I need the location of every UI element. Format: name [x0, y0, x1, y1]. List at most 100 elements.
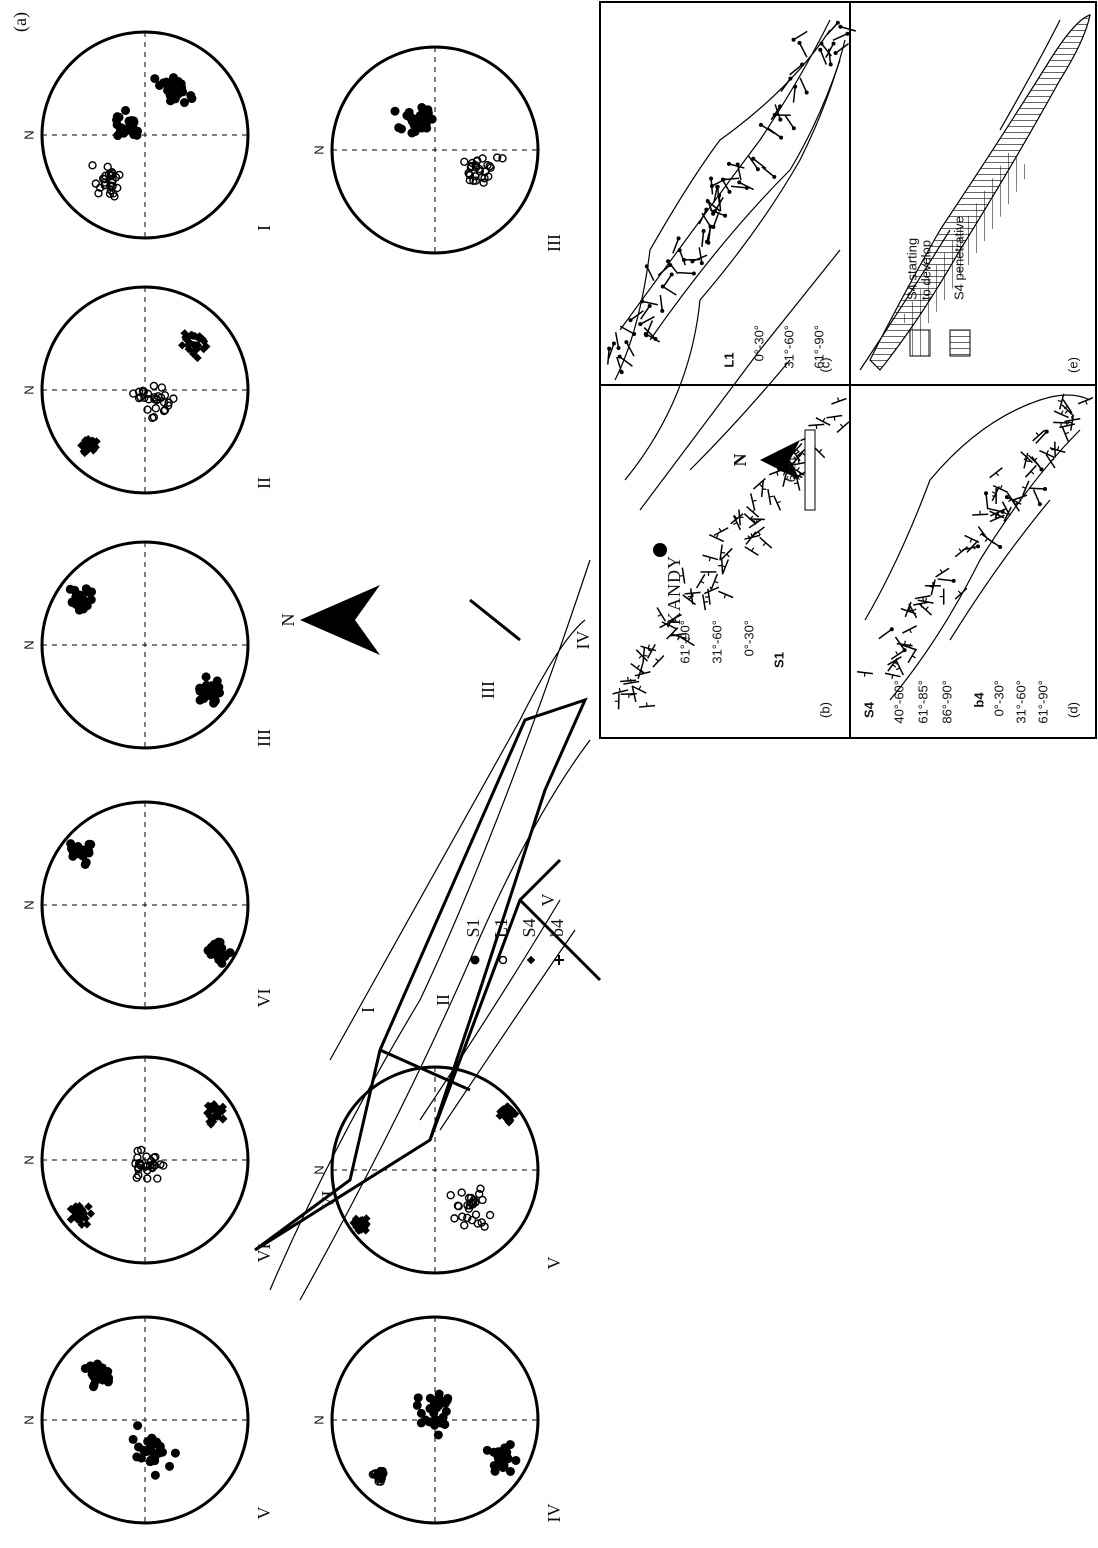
pole-point	[133, 1421, 142, 1430]
pole-point	[215, 952, 224, 961]
dip-tick	[753, 509, 756, 512]
lineation-arrow	[647, 266, 654, 280]
dip-tick	[777, 472, 778, 476]
dip-tick	[926, 598, 927, 602]
domain-label: IV	[573, 631, 593, 650]
arrow-head	[778, 118, 782, 122]
panel-label: (b)	[817, 702, 832, 718]
north-label: N	[278, 614, 298, 627]
lineation-arrow	[800, 43, 807, 57]
foliation-symbol	[993, 486, 1008, 493]
dip-tick	[1061, 411, 1063, 415]
dip-tick	[637, 665, 639, 668]
arrow-head	[1039, 467, 1043, 471]
legend-title: b4	[971, 692, 986, 708]
stereonet-north: N	[21, 1415, 36, 1424]
lineation-arrow	[663, 287, 677, 295]
legend-label: 86°-90°	[939, 680, 954, 724]
legend-label: S4 starting	[904, 238, 919, 300]
legend-label: S4 penetrative	[951, 216, 966, 300]
stereonet-label: VI	[254, 989, 274, 1008]
foliation-symbol	[718, 591, 733, 597]
pole-point	[414, 1393, 423, 1402]
arrow-head	[670, 272, 674, 276]
pole-point	[113, 131, 122, 140]
panel-label: (c)	[817, 357, 832, 372]
arrow-head	[832, 42, 836, 46]
foliation-symbol	[990, 468, 1003, 478]
lineation-arrow	[1033, 489, 1039, 504]
fold-axis-point	[83, 1220, 91, 1228]
lineation-point	[92, 180, 99, 187]
arrow-head	[607, 347, 611, 351]
stereonet-north: N	[21, 1155, 36, 1164]
pole-point	[171, 1449, 180, 1458]
dip-tick	[802, 452, 805, 455]
dip-tick	[912, 656, 915, 658]
dip-tick	[970, 539, 972, 543]
dip-tick	[1058, 401, 1062, 402]
pole-point	[173, 87, 182, 96]
pole-point	[129, 1435, 138, 1444]
arrow-head	[677, 236, 681, 240]
arrow-head	[624, 340, 628, 344]
lineation-arrow	[800, 78, 807, 93]
legend-title: L1	[721, 352, 736, 367]
dip-tick	[704, 602, 708, 603]
arrow-head	[678, 248, 682, 252]
pole-point	[151, 1471, 160, 1480]
arrow-head	[890, 627, 894, 631]
legend-label: L1	[491, 918, 511, 938]
arrow-head	[644, 333, 648, 337]
pole-point	[195, 687, 204, 696]
dip-tick	[758, 532, 760, 535]
dip-tick	[1072, 416, 1073, 420]
lineation-point	[158, 384, 165, 391]
lineation-arrow	[1029, 488, 1045, 489]
arrow-head	[700, 261, 704, 265]
lineation-arrow	[793, 87, 795, 103]
pole-point	[434, 1430, 443, 1439]
lineation-point	[461, 158, 468, 165]
stereonet-north: N	[21, 640, 36, 649]
legend-symbol	[500, 957, 507, 964]
dip-tick	[838, 398, 839, 402]
legend-label: 31°-60°	[781, 325, 796, 369]
pole-point	[397, 124, 406, 133]
dip-tick	[823, 418, 825, 422]
arrow-head	[759, 123, 763, 127]
dip-tick	[1004, 512, 1008, 514]
pole-point	[174, 77, 183, 86]
stereonet-label: II	[254, 477, 274, 489]
arrow-head	[727, 162, 731, 166]
arrow-head	[709, 176, 713, 180]
lineation-arrow	[986, 493, 988, 509]
arrow-head	[1005, 495, 1009, 499]
lineation-point	[451, 1215, 458, 1222]
stereonet-north: N	[311, 1415, 326, 1424]
legend-label: S4	[519, 918, 539, 937]
dip-tick	[705, 597, 709, 598]
pole-point	[511, 1456, 520, 1465]
arrow-head	[702, 229, 706, 233]
lineation-arrow	[794, 31, 808, 39]
arrow-head	[903, 648, 907, 652]
arrow-head	[792, 38, 796, 42]
page: Structural maps and stereonets {"figure_…	[0, 0, 1098, 1548]
pole-point	[391, 107, 400, 116]
arrow-head	[618, 355, 622, 359]
lineation-arrow	[718, 187, 720, 203]
dip-tick	[733, 523, 737, 525]
pole-point	[166, 96, 175, 105]
lineation-arrow	[781, 79, 790, 92]
dip-tick	[1036, 433, 1039, 436]
dip-tick	[921, 604, 922, 608]
domain-boundary	[255, 700, 585, 1250]
dip-tick	[992, 492, 996, 494]
dip-tick	[819, 449, 822, 452]
lineation-arrow	[699, 247, 702, 263]
scale-label: 6km	[783, 458, 798, 483]
pole-point	[416, 111, 425, 120]
arrow-head	[692, 271, 696, 275]
legend-label: 0°-30°	[741, 620, 756, 656]
